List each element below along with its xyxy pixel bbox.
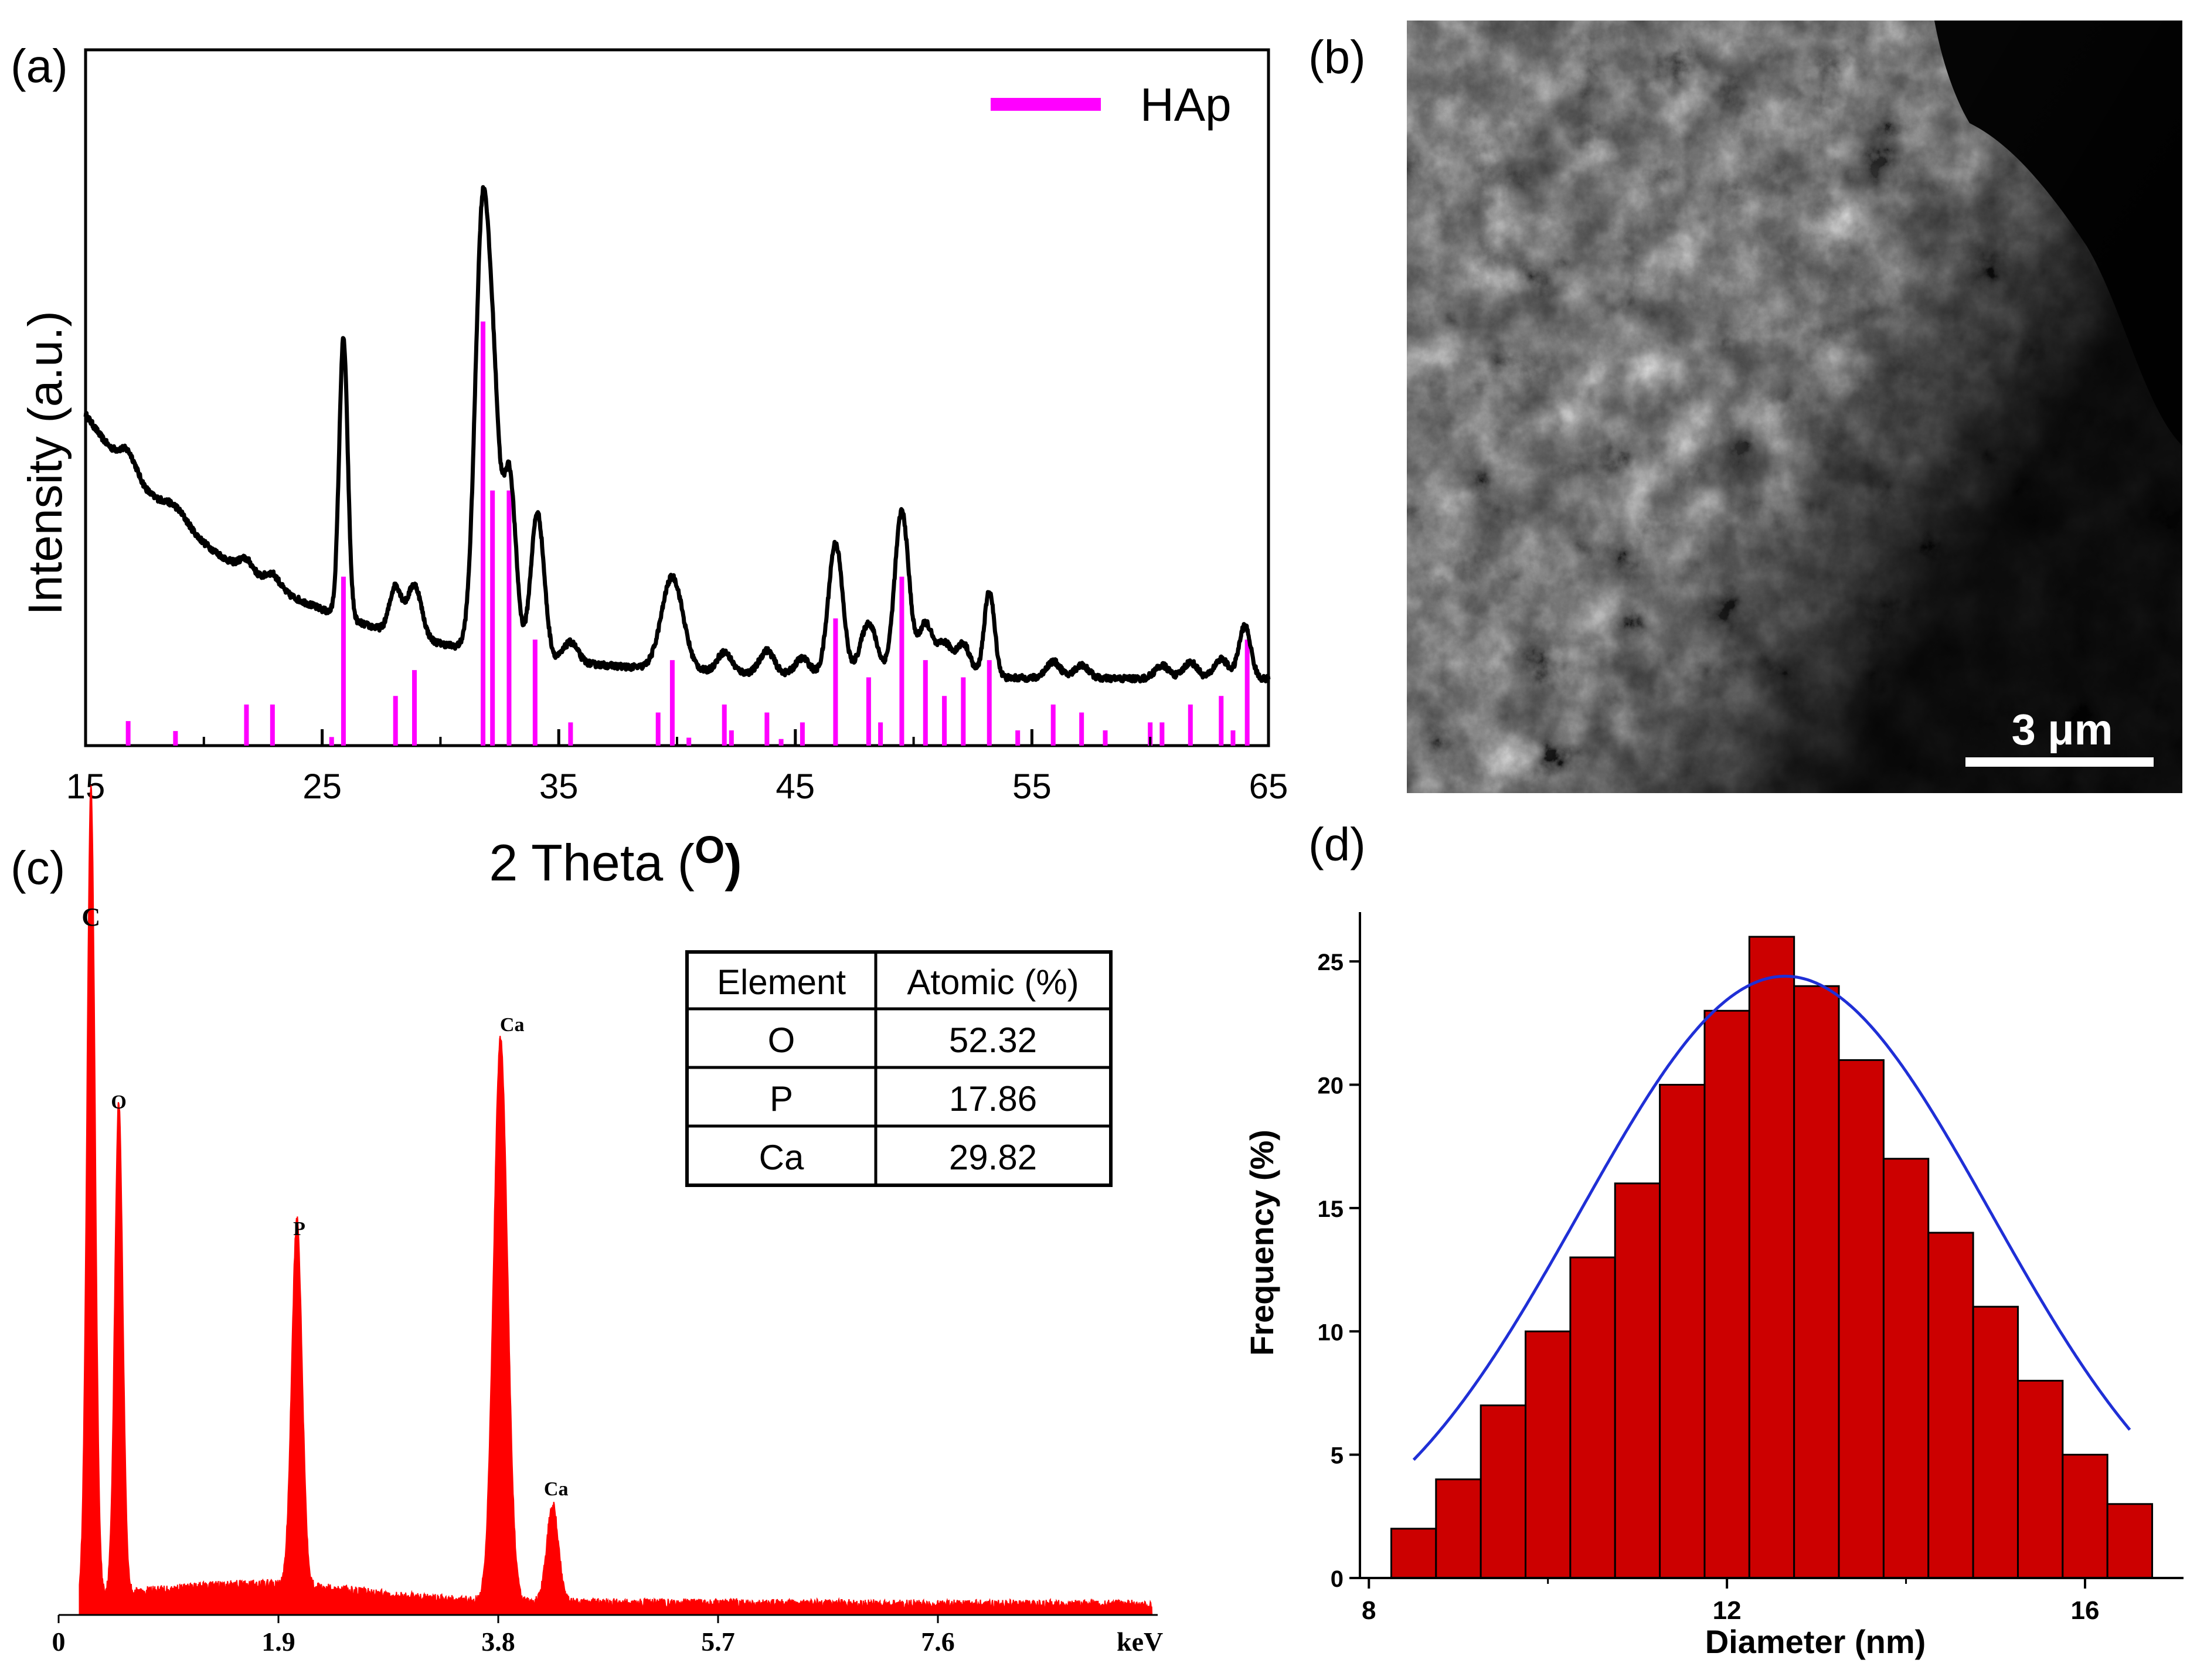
- histogram-bar: [2106, 1503, 2154, 1579]
- xrd-x-label: 2 Theta (O): [489, 828, 742, 892]
- table-header-atomic: Atomic (%): [907, 963, 1079, 1002]
- legend-label: HAp: [1140, 79, 1232, 131]
- eds-x-tick-label: 0: [52, 1627, 66, 1657]
- eds-x-tick-label: 5.7: [701, 1627, 735, 1657]
- eds-spectrum: [79, 785, 1153, 1616]
- panel-a-label: (a): [11, 40, 68, 92]
- xrd-x-tick-label: 65: [1249, 767, 1288, 806]
- panel-d-label: (d): [1308, 818, 1366, 870]
- table-cell: 17.86: [949, 1079, 1037, 1118]
- xrd-x-ticks: 15 25 35 45 55 65: [66, 729, 1288, 806]
- table-cell: O: [768, 1021, 795, 1060]
- histogram-bar: [1927, 1232, 1974, 1579]
- eds-peak-label: P: [293, 1218, 305, 1240]
- xrd-x-tick-label: 15: [66, 767, 106, 806]
- hist-y-tick-label: 5: [1331, 1443, 1344, 1469]
- histogram-bar: [2062, 1454, 2108, 1579]
- table-cell: 52.32: [949, 1021, 1037, 1060]
- histogram-bar: [1659, 1084, 1706, 1579]
- xrd-pattern-line: [83, 185, 1271, 683]
- eds-x-label: keV: [1117, 1627, 1163, 1657]
- eds-x-tick-label: 3.8: [481, 1627, 515, 1657]
- eds-x-tick-label: 7.6: [921, 1627, 955, 1657]
- histogram-bar: [1435, 1478, 1482, 1579]
- sem-scale-bar-label: 3 μm: [2012, 705, 2113, 754]
- xrd-x-tick-label: 45: [776, 767, 815, 806]
- histogram-bar: [1972, 1305, 2019, 1579]
- atomic-table: Element Atomic (%) O 52.32 P 17.86 Ca 29…: [685, 950, 1113, 1187]
- histogram-bar: [1882, 1158, 1930, 1579]
- histogram-bar: [1838, 1059, 1885, 1579]
- panel-d: (d) 8 12 16 0 5 10 15 20 25 Diameter (nm) Freque…: [1243, 818, 2184, 1660]
- hist-x-tick-label: 12: [1713, 1596, 1742, 1625]
- hist-y-tick-label: 20: [1318, 1073, 1344, 1099]
- histogram-bar: [1703, 1009, 1750, 1579]
- panel-a: (a) 15 25 35 45 55 65 HAp Intensity (a.u.) 2 …: [11, 40, 1288, 892]
- xrd-y-label: Intensity (a.u.): [19, 311, 72, 615]
- hist-x-tick-label: 8: [1362, 1596, 1376, 1625]
- histogram-bar: [1390, 1528, 1437, 1579]
- hist-y-tick-label: 10: [1318, 1319, 1344, 1345]
- histogram-bar: [1614, 1182, 1661, 1579]
- sem-vignette: [1407, 21, 2182, 793]
- hap-reference-sticks: [125, 321, 1250, 746]
- histogram-ticks: 8 12 16 0 5 10 15 20 25: [1318, 950, 2100, 1625]
- table-cell: Ca: [759, 1138, 804, 1177]
- histogram-bar: [1569, 1256, 1616, 1579]
- histogram-bar: [1748, 936, 1795, 1579]
- panel-b: (b) 3 μm: [1308, 21, 2182, 793]
- sem-scale-bar: [1965, 757, 2154, 767]
- eds-peak-label: Ca: [500, 1014, 525, 1036]
- xrd-plot-frame: [84, 48, 1270, 747]
- xrd-x-label-unit: O: [695, 828, 725, 871]
- histogram-bar: [1480, 1404, 1527, 1579]
- eds-peak-label: Ca: [544, 1478, 569, 1500]
- eds-peak-label: C: [81, 903, 100, 931]
- gaussian-fit-curve: [1412, 974, 2131, 1461]
- hist-y-tick-label: 25: [1318, 950, 1344, 975]
- eds-x-tick-label: 1.9: [261, 1627, 295, 1657]
- histogram-bar: [1525, 1330, 1572, 1579]
- table-header-element: Element: [717, 963, 846, 1002]
- xrd-x-label-close: ): [725, 834, 742, 892]
- xrd-x-label-main: 2 Theta (: [489, 834, 695, 892]
- table-cell: 29.82: [949, 1138, 1037, 1177]
- hist-y-tick-label: 0: [1331, 1566, 1344, 1592]
- hist-x-tick-label: 16: [2071, 1596, 2100, 1625]
- table-cell: P: [770, 1079, 793, 1118]
- hist-y-tick-label: 15: [1318, 1196, 1344, 1222]
- xrd-x-tick-label: 35: [539, 767, 579, 806]
- eds-peak-labels: C O P Ca Ca: [81, 903, 568, 1500]
- hist-y-label: Frequency (%): [1243, 1130, 1280, 1356]
- histogram-bar: [2016, 1379, 2064, 1579]
- hist-x-label: Diameter (nm): [1705, 1623, 1926, 1660]
- panel-c-label: (c): [11, 842, 65, 894]
- histogram-bars: [1390, 936, 2154, 1579]
- eds-x-ticks: 0 1.9 3.8 5.7 7.6: [52, 1615, 955, 1657]
- xrd-x-tick-label: 25: [302, 767, 342, 806]
- panel-b-label: (b): [1308, 31, 1366, 83]
- xrd-x-tick-label: 55: [1012, 767, 1052, 806]
- histogram-bar: [1793, 985, 1840, 1579]
- eds-peak-label: O: [111, 1091, 126, 1113]
